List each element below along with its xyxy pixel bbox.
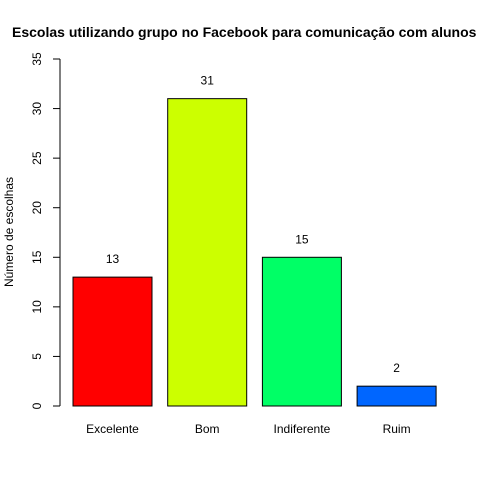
x-tick-label: Indiferente (274, 422, 331, 436)
chart-title: Escolas utilizando grupo no Facebook par… (12, 24, 477, 40)
bar-excelente (72, 276, 153, 407)
y-tick-label: 20 (30, 201, 44, 215)
y-tick-label: 15 (30, 250, 44, 264)
y-tick-label: 10 (30, 300, 44, 314)
x-tick-label: Bom (195, 422, 220, 436)
x-tick-label: Excelente (86, 422, 139, 436)
y-axis-label: Número de escolhas (2, 177, 16, 287)
bars (72, 98, 437, 407)
value-label: 2 (393, 361, 400, 375)
y-tick-label: 5 (30, 353, 44, 360)
bar-ruim (356, 385, 437, 407)
x-axis-labels: Excelente Bom Indiferente Ruim (86, 422, 410, 436)
bar-indiferente (261, 256, 342, 407)
value-labels: 13 31 15 2 (106, 74, 400, 376)
x-tick-label: Ruim (383, 422, 411, 436)
value-label: 31 (201, 74, 215, 88)
y-axis-ticks: 0 5 10 15 20 25 30 35 (30, 52, 60, 409)
value-label: 13 (106, 252, 120, 266)
value-label: 15 (295, 232, 309, 246)
y-tick-label: 0 (30, 402, 44, 409)
y-tick-label: 30 (30, 102, 44, 116)
bar-bom (167, 98, 248, 407)
y-tick-label: 35 (30, 52, 44, 66)
y-tick-label: 25 (30, 151, 44, 165)
